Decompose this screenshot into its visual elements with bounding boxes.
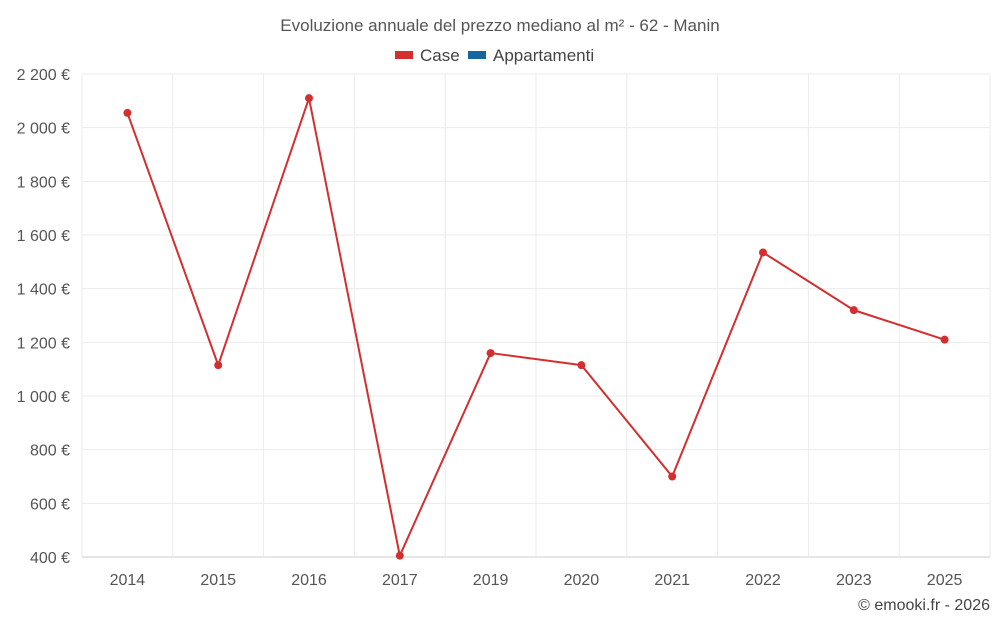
- data-point-case[interactable]: [486, 349, 495, 358]
- data-point-case[interactable]: [305, 94, 313, 103]
- y-tick-label: 1 800 €: [17, 174, 70, 191]
- x-axis: 2014 2015 2016 2017 2019 2020 2021 2022 2023 2025: [110, 572, 963, 589]
- y-axis: 2 200 € 2 000 € 1 800 € 1 600 € 1 400 € 1 200…: [17, 67, 70, 567]
- x-tick-label: 2014: [110, 572, 146, 589]
- x-tick-label: 2017: [382, 572, 418, 589]
- data-point-case[interactable]: [577, 361, 586, 370]
- legend-item-case[interactable]: Case: [395, 46, 460, 65]
- x-tick-label: 2021: [654, 572, 690, 589]
- y-tick-label: 400 €: [30, 550, 70, 567]
- y-tick-label: 2 200 €: [17, 67, 70, 84]
- x-tick-label: 2015: [200, 572, 236, 589]
- y-tick-label: 1 200 €: [17, 335, 70, 352]
- grid: [81, 73, 991, 558]
- data-point-case[interactable]: [849, 306, 858, 315]
- legend: Case Appartamenti: [395, 46, 594, 65]
- x-tick-label: 2020: [564, 572, 600, 589]
- legend-label-case: Case: [420, 46, 460, 65]
- data-point-case[interactable]: [395, 551, 404, 560]
- legend-label-appartamenti: Appartamenti: [493, 46, 594, 65]
- y-tick-label: 1 600 €: [17, 228, 70, 245]
- legend-swatch-appartamenti: [468, 51, 486, 59]
- y-tick-label: 600 €: [30, 496, 70, 513]
- series-case: [123, 94, 949, 560]
- data-point-case[interactable]: [214, 361, 223, 370]
- legend-item-appartamenti[interactable]: Appartamenti: [468, 46, 594, 65]
- data-point-case[interactable]: [123, 108, 132, 117]
- x-tick-label: 2019: [473, 572, 509, 589]
- data-point-case[interactable]: [668, 472, 677, 481]
- x-tick-label: 2025: [927, 572, 963, 589]
- credit-text: © emooki.fr - 2026: [858, 597, 990, 614]
- series-line-case: [126, 97, 945, 557]
- y-tick-label: 1 400 €: [17, 282, 70, 299]
- y-tick-label: 800 €: [30, 443, 70, 460]
- data-point-case[interactable]: [759, 248, 767, 257]
- y-tick-label: 2 000 €: [17, 121, 70, 138]
- chart-title: Evoluzione annuale del prezzo mediano al…: [280, 16, 719, 35]
- x-tick-label: 2023: [836, 572, 872, 589]
- y-tick-label: 1 000 €: [17, 389, 70, 406]
- x-tick-label: 2022: [745, 572, 781, 589]
- legend-swatch-case: [395, 51, 413, 59]
- x-tick-label: 2016: [291, 572, 327, 589]
- data-point-case[interactable]: [940, 335, 949, 344]
